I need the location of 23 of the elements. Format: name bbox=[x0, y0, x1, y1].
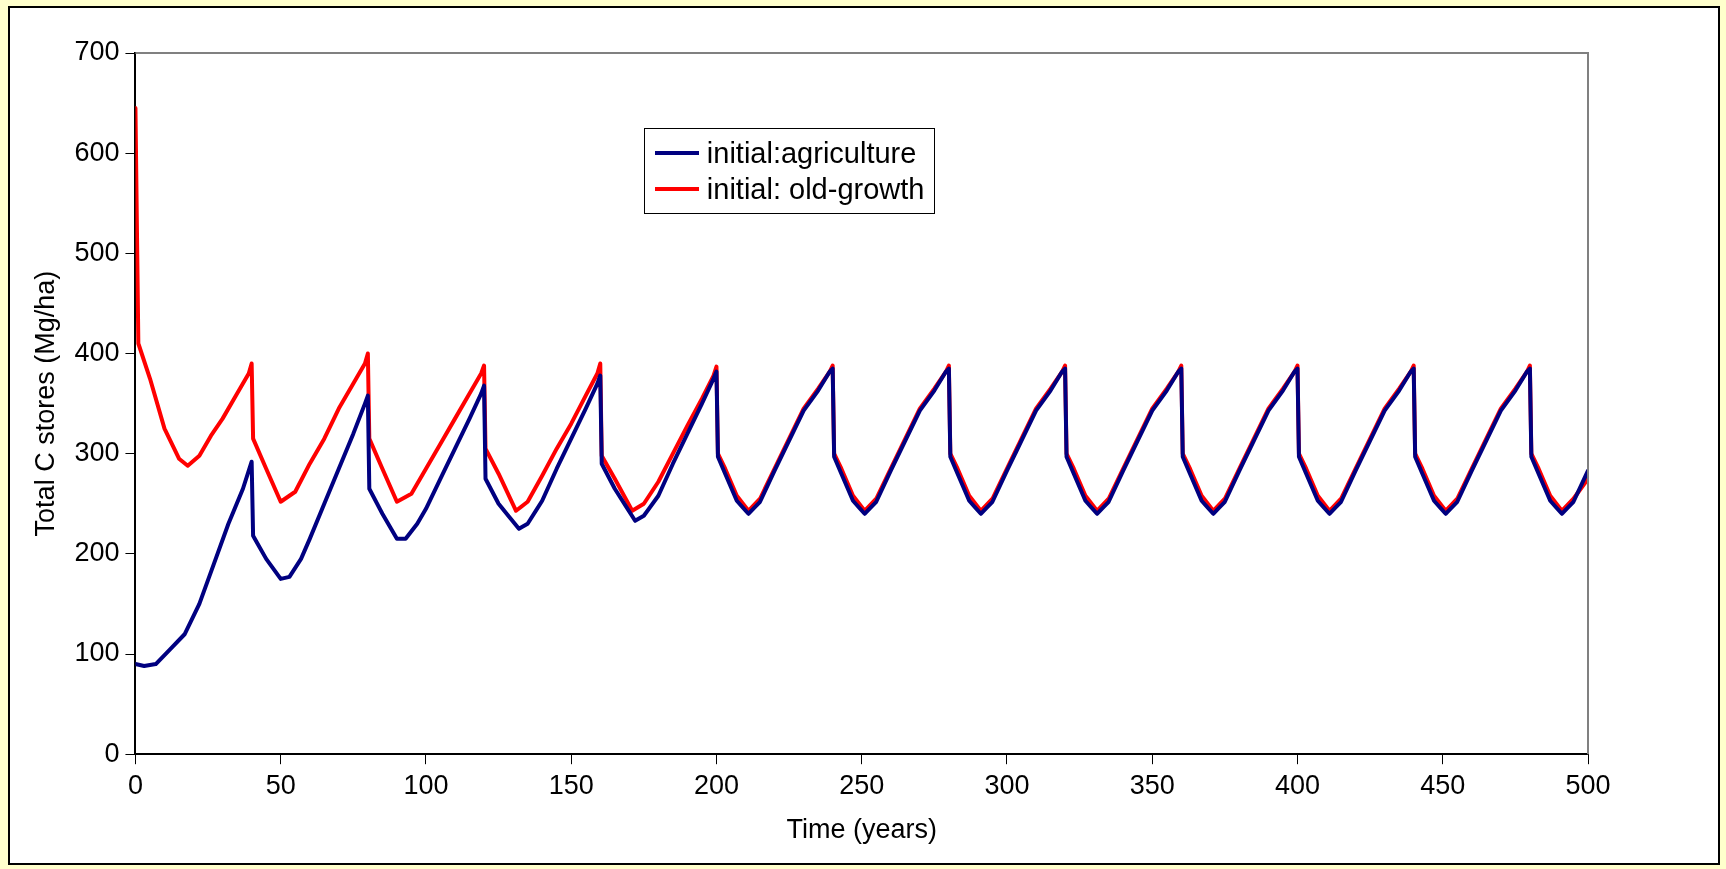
y-tick-label: 100 bbox=[74, 637, 120, 668]
x-tick-label: 500 bbox=[1565, 769, 1611, 800]
y-tick-label: 300 bbox=[74, 437, 120, 468]
legend-label: initial: old-growth bbox=[706, 172, 925, 207]
x-tick-label: 50 bbox=[265, 769, 296, 800]
x-tick-label: 300 bbox=[984, 769, 1030, 800]
legend-label: initial:agriculture bbox=[706, 136, 917, 171]
y-axis-title: Total C stores (Mg/ha) bbox=[29, 270, 60, 537]
y-tick-label: 500 bbox=[74, 236, 120, 267]
y-tick-label: 0 bbox=[104, 737, 120, 768]
y-tick-label: 400 bbox=[74, 336, 120, 367]
x-tick-label: 0 bbox=[127, 769, 143, 800]
y-tick-label: 600 bbox=[74, 136, 120, 167]
y-tick-label: 700 bbox=[74, 36, 120, 67]
x-tick-label: 200 bbox=[693, 769, 739, 800]
x-tick-label: 150 bbox=[548, 769, 594, 800]
x-tick-label: 250 bbox=[839, 769, 885, 800]
y-tick-label: 200 bbox=[74, 537, 120, 568]
x-tick-label: 100 bbox=[403, 769, 449, 800]
x-tick-label: 450 bbox=[1420, 769, 1466, 800]
x-tick-label: 400 bbox=[1274, 769, 1321, 800]
x-tick-label: 350 bbox=[1129, 769, 1175, 800]
x-axis-title: Time (years) bbox=[786, 814, 937, 845]
